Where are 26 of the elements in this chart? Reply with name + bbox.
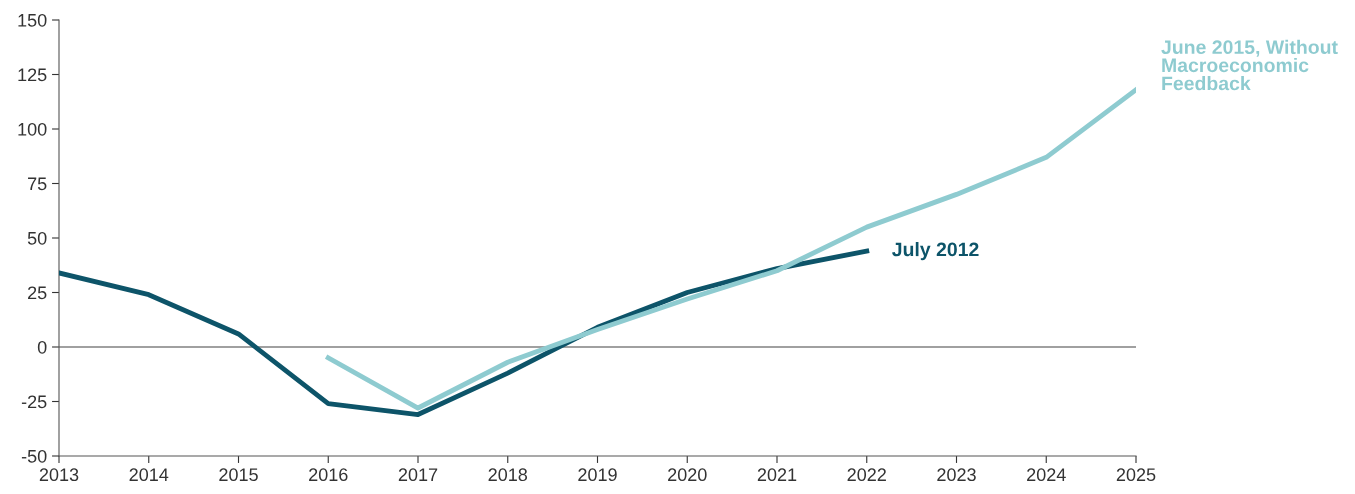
x-tick-label: 2023 — [937, 468, 976, 482]
y-tick-label: 0 — [37, 340, 47, 354]
y-tick-label: 75 — [28, 177, 47, 191]
y-tick-label: -50 — [21, 449, 47, 463]
x-tick-label: 2025 — [1116, 468, 1156, 482]
line-series — [325, 87, 1136, 411]
x-tick-label: 2018 — [488, 468, 528, 482]
x-tick-label: 2016 — [309, 468, 348, 482]
y-tick-label: 50 — [27, 231, 47, 245]
y-tick-label: 150 — [18, 13, 47, 27]
x-tick-label: 2014 — [129, 468, 169, 482]
y-tick-label: -25 — [21, 395, 47, 409]
x-tick-label: 2013 — [39, 468, 79, 482]
x-tick-label: 2022 — [847, 468, 886, 482]
y-tick-label: 25 — [28, 286, 47, 300]
y-tick-label: 100 — [18, 122, 47, 136]
line-series — [59, 248, 870, 418]
x-tick-label: 2020 — [668, 468, 707, 482]
x-tick-label: 2017 — [398, 468, 438, 482]
y-tick-label: 125 — [18, 68, 47, 82]
series-label: June 2015, Without Macroeconomic Feedback — [1161, 39, 1338, 91]
x-tick-label: 2015 — [219, 468, 258, 482]
x-tick-label: 2021 — [757, 468, 797, 482]
x-tick-label: 2019 — [578, 468, 617, 482]
series-label: July 2012 — [892, 242, 979, 261]
x-tick-label: 2024 — [1027, 468, 1066, 482]
